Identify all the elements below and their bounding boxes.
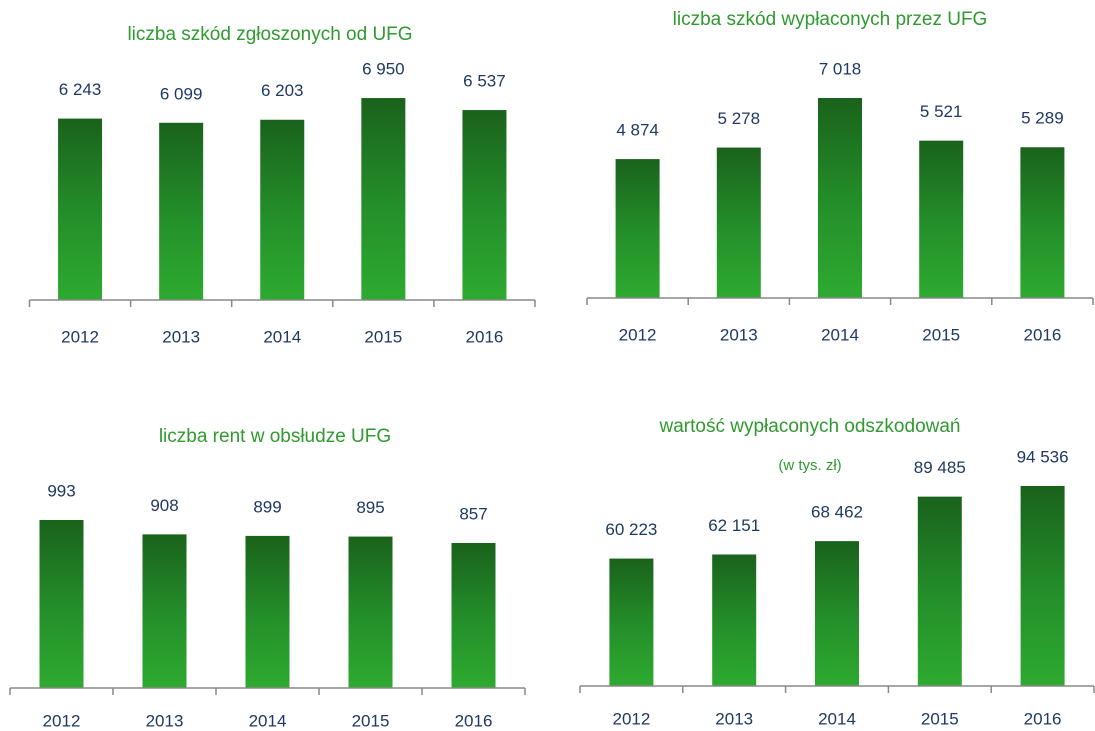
bar — [919, 140, 964, 298]
value-label: 89 485 — [914, 458, 966, 477]
value-label: 5 289 — [1021, 109, 1064, 128]
value-label: 5 521 — [920, 102, 963, 121]
bar — [361, 98, 406, 300]
x-tick-label: 2012 — [619, 325, 657, 344]
chart-subtitle: (w tys. zł) — [778, 457, 841, 474]
chart-title: liczba szkód wypłaconych przez UFG — [673, 9, 988, 30]
value-label: 899 — [253, 497, 281, 516]
x-tick-label: 2013 — [715, 709, 753, 728]
value-label: 94 536 — [1017, 447, 1069, 466]
bar — [58, 118, 103, 301]
bar — [159, 122, 204, 300]
x-tick-label: 2016 — [455, 711, 493, 730]
x-tick-label: 2015 — [352, 711, 390, 730]
x-tick-label: 2016 — [1023, 325, 1061, 344]
bar — [39, 519, 84, 688]
x-tick-label: 2016 — [1024, 709, 1062, 728]
x-tick-label: 2014 — [249, 711, 287, 730]
value-label: 993 — [47, 481, 75, 500]
bar — [348, 536, 393, 688]
x-tick-label: 2015 — [364, 327, 402, 346]
x-tick-label: 2012 — [61, 327, 99, 346]
x-tick-label: 2014 — [821, 325, 859, 344]
x-tick-label: 2015 — [922, 325, 960, 344]
chart-title: wartość wypłaconych odszkodowań — [659, 416, 961, 437]
value-label: 6 243 — [59, 80, 102, 99]
bar — [615, 159, 660, 298]
bar — [245, 535, 290, 688]
bar — [1020, 147, 1065, 298]
value-label: 6 537 — [463, 72, 506, 91]
value-label: 895 — [356, 498, 384, 517]
value-label: 7 018 — [819, 59, 862, 78]
bar — [1020, 485, 1065, 686]
x-tick-label: 2016 — [466, 327, 504, 346]
x-tick-label: 2013 — [146, 711, 184, 730]
chart-title: liczba szkód zgłoszonych od UFG — [127, 24, 412, 45]
x-tick-label: 2014 — [263, 327, 301, 346]
x-tick-label: 2014 — [818, 709, 856, 728]
bar — [716, 147, 761, 298]
value-label: 857 — [459, 504, 487, 523]
x-tick-label: 2013 — [720, 325, 758, 344]
value-label: 62 151 — [708, 516, 760, 535]
x-tick-label: 2012 — [612, 709, 650, 728]
bar — [260, 119, 305, 300]
value-label: 908 — [150, 496, 178, 515]
bar — [712, 554, 757, 686]
bar — [917, 496, 962, 686]
chart-title: liczba rent w obsłudze UFG — [159, 426, 391, 447]
x-tick-label: 2015 — [921, 709, 959, 728]
value-label: 4 874 — [616, 121, 659, 140]
value-label: 6 203 — [261, 81, 304, 100]
bar — [609, 558, 654, 686]
bar — [142, 534, 187, 688]
value-label: 6 099 — [160, 84, 203, 103]
value-label: 60 223 — [605, 520, 657, 539]
x-tick-label: 2012 — [43, 711, 81, 730]
x-tick-label: 2013 — [162, 327, 200, 346]
bar — [451, 542, 496, 688]
value-label: 5 278 — [718, 109, 761, 128]
bar — [815, 541, 859, 686]
value-label: 6 950 — [362, 60, 405, 79]
value-label: 68 462 — [811, 503, 863, 522]
bar — [818, 97, 862, 298]
bar — [462, 110, 507, 300]
